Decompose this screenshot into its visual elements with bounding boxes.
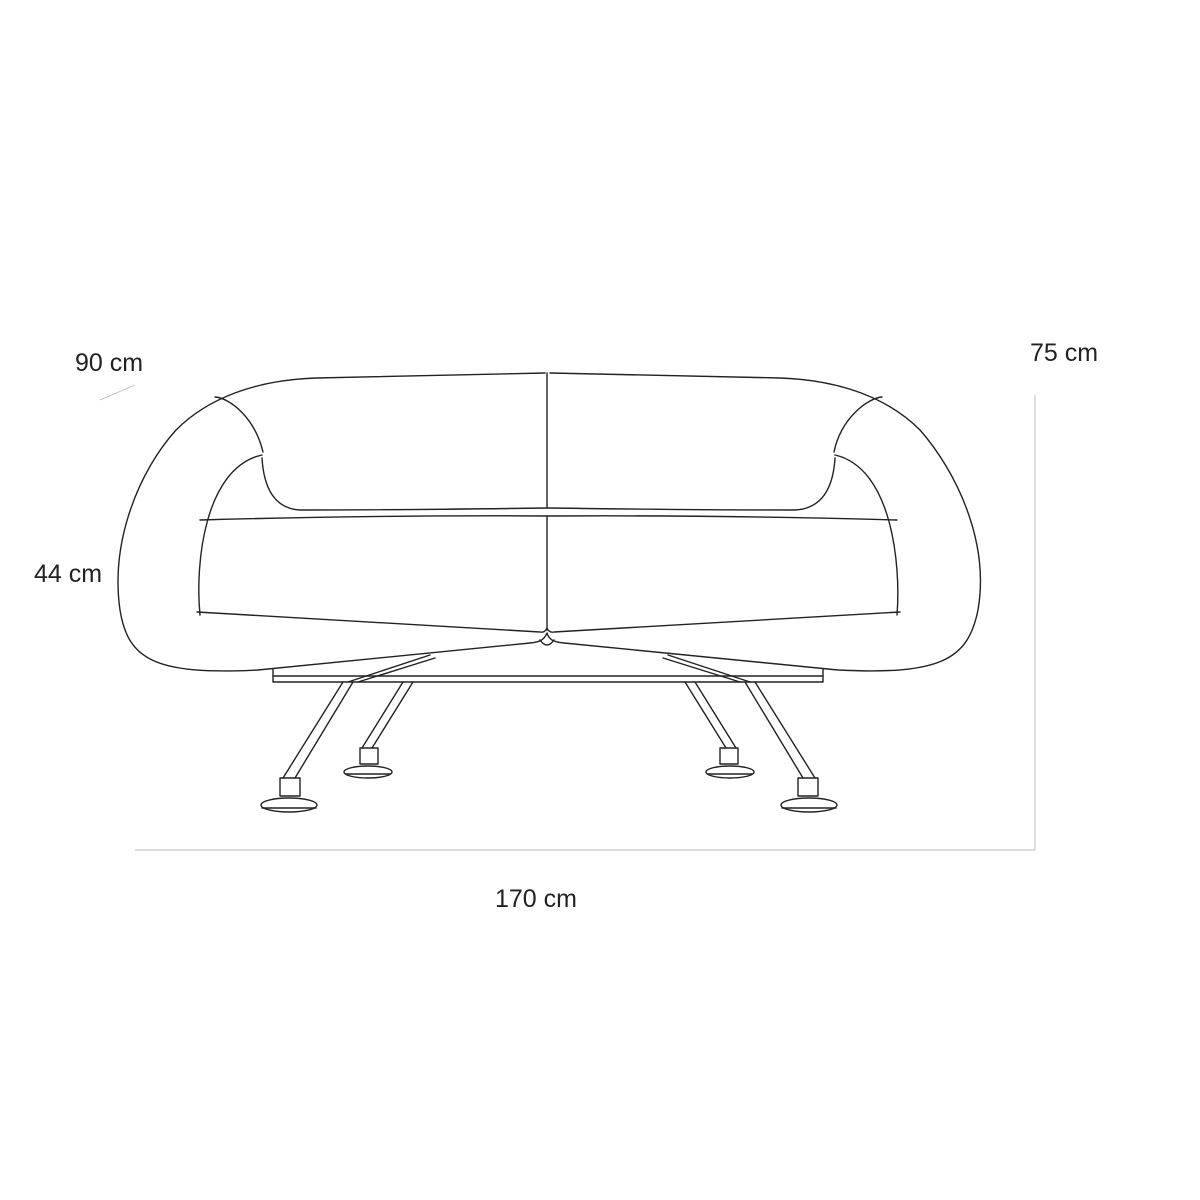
drawing-svg [0, 0, 1200, 1200]
guide-lines [100, 385, 1035, 850]
sofa-outline [118, 373, 980, 812]
diagram-canvas: 90 cm 75 cm 44 cm 170 cm [0, 0, 1200, 1200]
